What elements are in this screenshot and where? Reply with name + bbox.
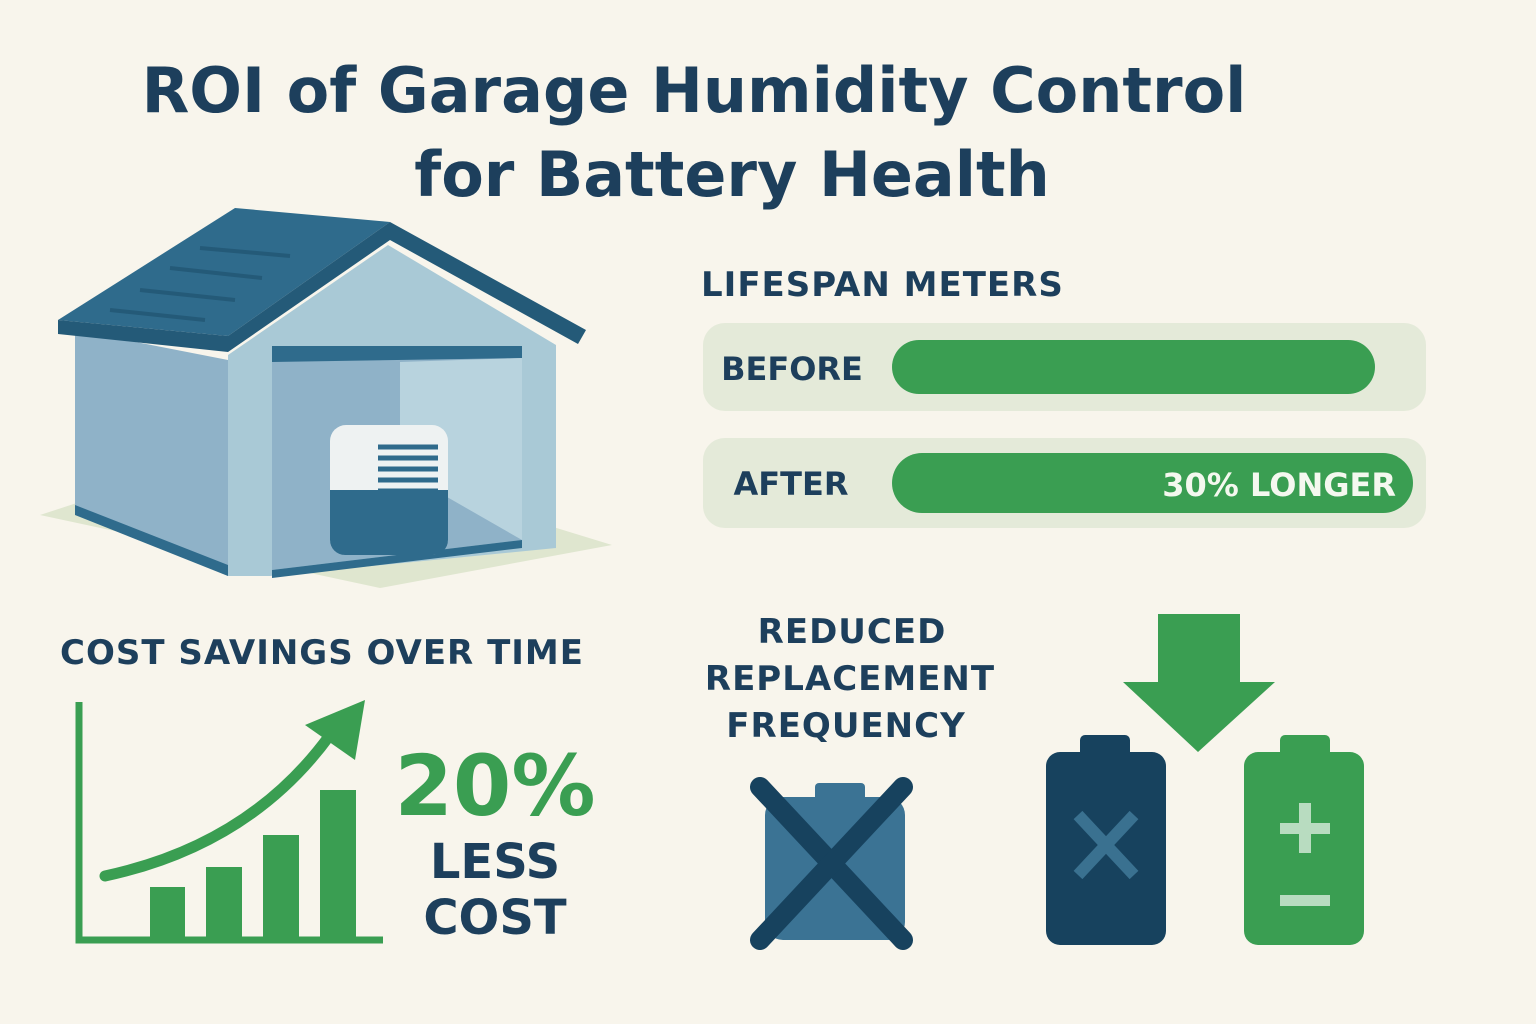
savings-caption: COST xyxy=(423,890,567,946)
down-arrow xyxy=(1123,614,1275,752)
savings-icon xyxy=(75,700,383,944)
title-line: for Battery Health xyxy=(414,138,1050,211)
dead-battery-icon xyxy=(1046,735,1166,945)
meter-bar xyxy=(892,340,1375,394)
garage-illustration xyxy=(40,208,612,588)
title-line: ROI of Garage Humidity Control xyxy=(142,54,1247,127)
section-heading: FREQUENCY xyxy=(726,706,965,746)
section-heading: REDUCED xyxy=(758,612,947,652)
crossed-battery-icon xyxy=(750,777,913,950)
savings-caption: LESS xyxy=(430,834,560,890)
savings-figure: 20% xyxy=(394,737,595,835)
section-heading: COST SAVINGS OVER TIME xyxy=(60,633,584,673)
meter-label: BEFORE xyxy=(721,350,863,388)
meter-bar xyxy=(892,453,1413,513)
meter-label: AFTER xyxy=(734,465,849,503)
section-heading: REPLACEMENT xyxy=(705,659,995,699)
meter-note: 30% LONGER xyxy=(1162,466,1396,504)
good-battery-icon xyxy=(1244,735,1364,945)
section-heading: LIFESPAN METERS xyxy=(701,265,1064,305)
